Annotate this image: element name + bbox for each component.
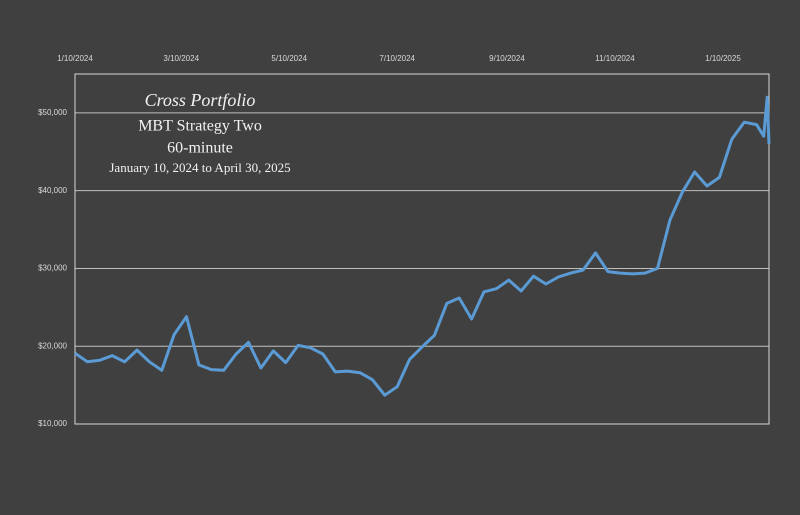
x-tick-label: 1/10/2024 <box>57 54 93 63</box>
chart-title: Cross Portfolio <box>145 90 256 110</box>
y-tick-label: $20,000 <box>38 341 67 350</box>
data-line <box>74 95 771 397</box>
x-tick-label: 1/10/2025 <box>705 54 741 63</box>
y-tick-label: $40,000 <box>38 186 67 195</box>
x-tick-label: 9/10/2024 <box>489 54 525 63</box>
x-tick-label: 5/10/2024 <box>271 54 307 63</box>
y-tick-label: $10,000 <box>38 419 67 428</box>
chart-subtitle: MBT Strategy Two <box>138 118 262 135</box>
date-range: January 10, 2024 to April 30, 2025 <box>109 160 290 175</box>
x-tick-label: 3/10/2024 <box>163 54 199 63</box>
x-tick-label: 7/10/2024 <box>379 54 415 63</box>
plot-border <box>74 73 770 425</box>
x-tick-label: 11/10/2024 <box>595 54 635 63</box>
y-tick-label: $50,000 <box>38 108 67 117</box>
timeframe: 60-minute <box>167 140 233 157</box>
y-tick-label: $30,000 <box>38 264 67 273</box>
